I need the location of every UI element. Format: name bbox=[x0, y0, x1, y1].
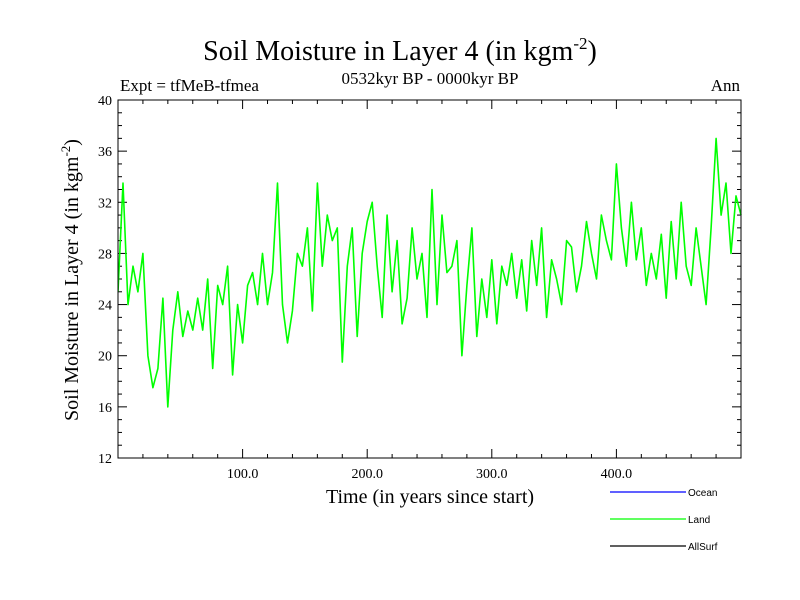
tick-labels-group: 12 16 20 24 28 32 36 40 100.0 200.0 300.0 400.0 bbox=[98, 94, 632, 482]
series-group bbox=[118, 137, 742, 408]
legend-label-allsurf: AllSurf bbox=[688, 542, 718, 553]
legend: Ocean Land AllSurf bbox=[610, 488, 718, 553]
season-label: Ann bbox=[711, 76, 741, 95]
experiment-label: Expt = tfMeB-tfmea bbox=[120, 76, 259, 95]
y-tick-label: 32 bbox=[98, 196, 112, 211]
y-tick-label: 16 bbox=[98, 401, 112, 416]
y-axis-label-close: ) bbox=[61, 139, 83, 146]
y-axis-label-main: Soil Moisture in Layer 4 (in kgm bbox=[61, 156, 83, 421]
chart-title-close: ) bbox=[588, 36, 597, 67]
chart-title: Soil Moisture in Layer 4 (in kgm-2) bbox=[203, 34, 597, 67]
plot-frame bbox=[117, 99, 742, 459]
chart-title-superscript: -2 bbox=[573, 34, 587, 53]
y-tick-label: 20 bbox=[98, 350, 112, 365]
x-tick-label: 300.0 bbox=[476, 467, 508, 482]
y-axis-label-superscript: -2 bbox=[58, 146, 73, 157]
y-tick-label: 24 bbox=[98, 299, 112, 314]
y-tick-label: 40 bbox=[98, 94, 112, 109]
chart-subtitle: 0532kyr BP - 0000kyr BP bbox=[342, 69, 519, 88]
axis-ticks-group bbox=[118, 99, 741, 459]
x-tick-label: 100.0 bbox=[227, 467, 259, 482]
y-tick-label: 36 bbox=[98, 145, 112, 160]
legend-label-ocean: Ocean bbox=[688, 488, 717, 499]
y-axis-label: Soil Moisture in Layer 4 (in kgm-2) bbox=[58, 139, 83, 421]
y-tick-label: 28 bbox=[98, 247, 112, 262]
x-tick-label: 200.0 bbox=[351, 467, 383, 482]
x-tick-label: 400.0 bbox=[601, 467, 633, 482]
legend-label-land: Land bbox=[688, 515, 710, 526]
x-axis-label: Time (in years since start) bbox=[326, 486, 534, 508]
chart-title-main: Soil Moisture in Layer 4 (in kgm bbox=[203, 36, 573, 67]
y-tick-label: 12 bbox=[98, 452, 112, 467]
series-line-land bbox=[118, 137, 742, 408]
